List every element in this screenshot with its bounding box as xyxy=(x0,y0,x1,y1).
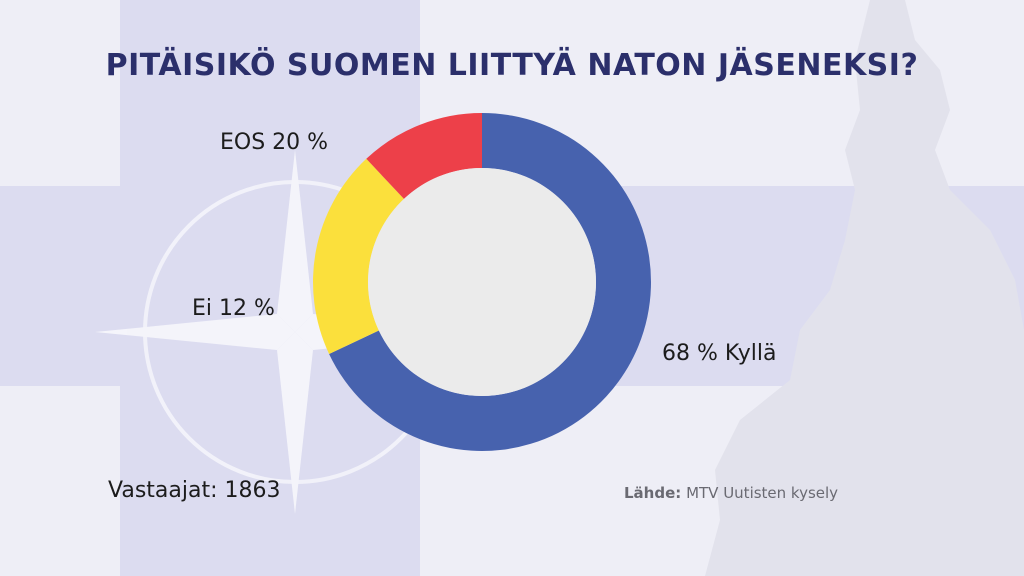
slice-label-eos: EOS 20 % xyxy=(220,130,329,155)
source-prefix: Lähde: xyxy=(624,484,682,502)
donut-center xyxy=(368,168,596,396)
source-text: MTV Uutisten kysely xyxy=(686,484,839,502)
respondents-count: Vastaajat: 1863 xyxy=(108,478,281,503)
chart-title: PITÄISIKÖ SUOMEN LIITTYÄ NATON JÄSENEKSI… xyxy=(105,48,919,83)
finland-map-icon xyxy=(705,0,1024,576)
donut-slice-kyll- xyxy=(329,113,651,451)
source-note: Lähde: MTV Uutisten kysely xyxy=(624,484,838,502)
donut-chart xyxy=(313,113,651,451)
donut-slice-ei xyxy=(366,113,482,199)
slice-label-kylla: 68 % Kyllä xyxy=(662,341,777,366)
donut-slice-eos xyxy=(313,158,404,354)
slice-label-ei: Ei 12 % xyxy=(192,296,275,321)
